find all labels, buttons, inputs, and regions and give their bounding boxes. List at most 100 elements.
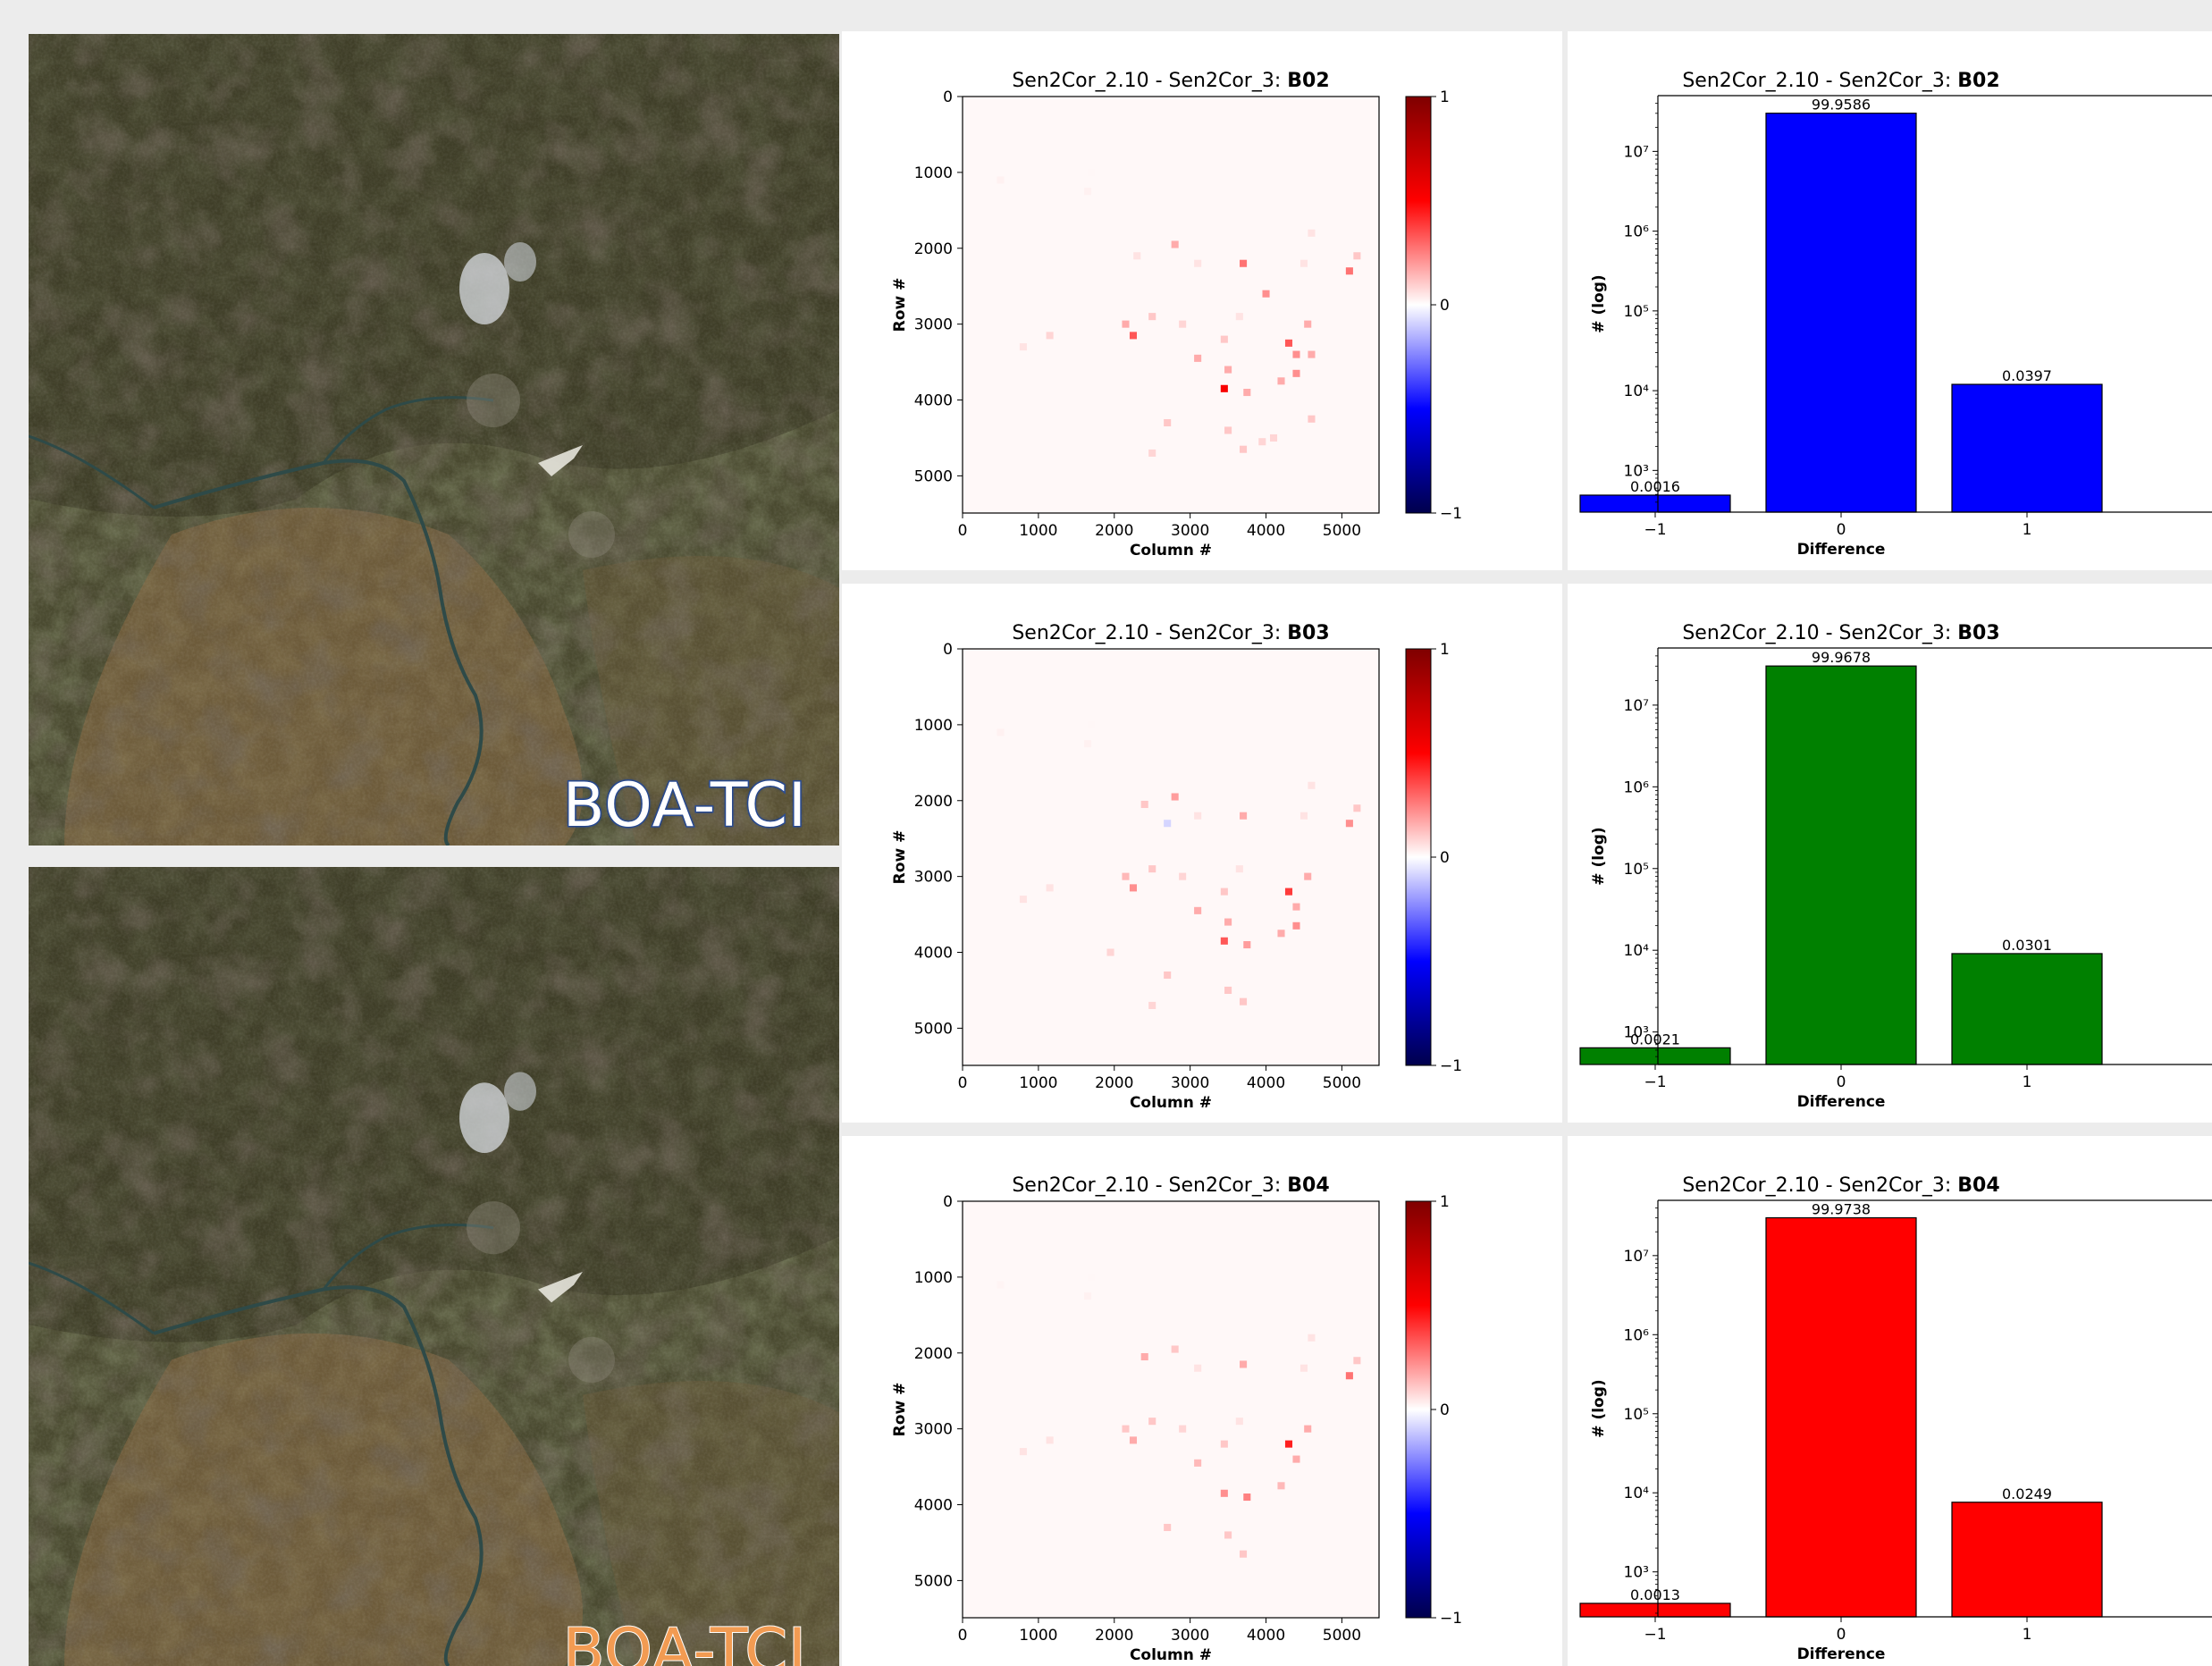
heatmap-cell xyxy=(1235,313,1243,321)
heatmap-cell xyxy=(1046,332,1054,340)
heatmap-cell xyxy=(1194,259,1202,267)
heatmap-cell xyxy=(997,176,1005,184)
heatmap-cell xyxy=(997,1281,1005,1289)
x-tick-label: −1 xyxy=(1644,521,1666,539)
y-tick-label: 3000 xyxy=(914,1421,953,1439)
heatmap-cell xyxy=(1240,445,1248,453)
y-tick-label: 10⁶ xyxy=(1624,223,1650,241)
heatmap-cell xyxy=(1240,1550,1248,1558)
x-tick-label: 1 xyxy=(2023,1073,2032,1091)
colorbar-max-label: 1 xyxy=(1440,88,1450,106)
heatmap-cell xyxy=(1262,290,1270,298)
heatmap-cell xyxy=(1308,415,1316,423)
y-tick-label: 2000 xyxy=(914,240,953,258)
heatmap-cell xyxy=(1243,1494,1251,1502)
y-axis-label: Row # xyxy=(891,278,909,332)
y-axis-label: # (log) xyxy=(1590,1379,1608,1437)
histogram-bar xyxy=(1951,1502,2103,1618)
difference-histogram-b02: 0.0016 99.9586 0.0397 −1 0 1 10³ 10⁴ 10⁵ 10⁶ 10⁷ Di… xyxy=(1579,70,2212,559)
y-axis-label: Row # xyxy=(891,1383,909,1437)
y-axis-label: # (log) xyxy=(1590,274,1608,332)
y-tick-label: 5000 xyxy=(914,1572,953,1590)
chart-title-prefix: Sen2Cor_2.10 - Sen2Cor_3: xyxy=(1012,1174,1287,1197)
x-tick-label: 4000 xyxy=(1247,522,1285,540)
x-axis-label: Difference xyxy=(1797,1093,1886,1111)
y-tick-label: 1000 xyxy=(914,1269,953,1287)
heatmap-cell xyxy=(1194,1364,1202,1372)
heatmap-cell xyxy=(1304,1425,1312,1433)
x-axis-label: Column # xyxy=(1130,1646,1212,1664)
heatmap-cell xyxy=(1148,1001,1156,1009)
heatmap-cell xyxy=(1277,377,1285,385)
x-axis-label: Column # xyxy=(1130,542,1212,560)
y-tick-label: 3000 xyxy=(914,316,953,334)
histogram-bar xyxy=(1765,1216,1917,1618)
heatmap-cell xyxy=(1088,720,1096,728)
heatmap-cell xyxy=(1224,366,1232,374)
satellite-image-bottom: BOA-TCI xyxy=(29,867,839,1666)
chart-title-prefix: Sen2Cor_2.10 - Sen2Cor_3: xyxy=(1012,622,1287,644)
colorbar xyxy=(1405,96,1432,514)
x-tick-label: 1000 xyxy=(1019,1074,1057,1092)
bar-value-label: 99.9738 xyxy=(1812,1200,1871,1217)
heatmap-cell xyxy=(1088,1273,1096,1281)
x-tick-label: 2000 xyxy=(1095,1074,1133,1092)
histogram-bar xyxy=(1579,494,1731,513)
heatmap-cell xyxy=(1292,1455,1300,1463)
heatmap-cell xyxy=(1019,1448,1027,1456)
x-tick-label: −1 xyxy=(1644,1626,1666,1644)
heatmap-cell xyxy=(1284,339,1293,347)
heatmap-cell xyxy=(1220,1489,1228,1497)
histogram-panel-b03: 0.0021 99.9678 0.0301 −1 0 1 10³ 10⁴ 10⁵ 10⁶ 10⁷ Di… xyxy=(1568,584,2212,1123)
heatmap-cell xyxy=(1046,884,1054,892)
heatmap-cell xyxy=(1345,1372,1353,1380)
x-tick-label: −1 xyxy=(1644,1073,1666,1091)
x-tick-label: 0 xyxy=(958,1074,968,1092)
chart-title: Sen2Cor_2.10 - Sen2Cor_3: B03 xyxy=(1012,622,1329,644)
chart-title-prefix: Sen2Cor_2.10 - Sen2Cor_3: xyxy=(1682,622,1957,644)
heatmap-cell xyxy=(1308,1334,1316,1342)
heatmap-cell xyxy=(1220,384,1228,392)
difference-histogram-b03: 0.0021 99.9678 0.0301 −1 0 1 10³ 10⁴ 10⁵ 10⁶ 10⁷ Di… xyxy=(1579,622,2212,1111)
heatmap-cell xyxy=(1235,865,1243,873)
heatmap-cell xyxy=(1240,812,1248,820)
heatmap-cell xyxy=(1292,903,1300,911)
heatmap-cell xyxy=(1171,793,1179,801)
x-tick-label: 3000 xyxy=(1171,1627,1209,1645)
heatmap-cell xyxy=(1179,872,1187,880)
y-tick-label: 0 xyxy=(943,88,953,106)
x-tick-label: 0 xyxy=(1837,1073,1846,1091)
heatmap-cell xyxy=(1243,941,1251,949)
heatmap-cell xyxy=(1292,921,1300,930)
heatmap-cell xyxy=(1148,865,1156,873)
heatmap-cell xyxy=(1308,229,1316,237)
colorbar-max-label: 1 xyxy=(1440,641,1450,659)
x-tick-label: 1000 xyxy=(1019,1627,1057,1645)
heatmap-plot-area xyxy=(963,1201,1379,1618)
y-tick-label: 10⁶ xyxy=(1624,778,1650,796)
heatmap-panel-b02: 0 1000 2000 3000 4000 5000 0 1000 2000 3000 4000 50… xyxy=(842,31,1562,570)
heatmap-cell xyxy=(1148,313,1156,321)
difference-heatmap-b02: 0 1000 2000 3000 4000 5000 0 1000 2000 3000 4000 50… xyxy=(891,70,1462,560)
x-tick-label: 2000 xyxy=(1095,522,1133,540)
chart-title-band: B03 xyxy=(1957,622,1999,644)
y-tick-label: 10⁵ xyxy=(1624,303,1649,321)
difference-heatmap-b04: 0 1000 2000 3000 4000 5000 0 1000 2000 3000 4000 50… xyxy=(891,1174,1462,1664)
chart-title-band: B02 xyxy=(1957,70,1999,92)
chart-title: Sen2Cor_2.10 - Sen2Cor_3: B02 xyxy=(1682,70,1999,92)
heatmap-cell xyxy=(1353,252,1361,260)
heatmap-cell xyxy=(1084,1292,1092,1300)
chart-title: Sen2Cor_2.10 - Sen2Cor_3: B04 xyxy=(1012,1174,1329,1197)
tci-label-bottom: BOA-TCI xyxy=(562,1616,807,1666)
heatmap-cell xyxy=(1164,820,1172,828)
y-axis-label: # (log) xyxy=(1590,827,1608,885)
plot-frame xyxy=(962,96,1380,514)
colorbar xyxy=(1405,648,1432,1066)
heatmap-cell xyxy=(1194,354,1202,362)
y-tick-label: 5000 xyxy=(914,1020,953,1038)
heatmap-cell xyxy=(1194,906,1202,914)
x-tick-label: 3000 xyxy=(1171,1074,1209,1092)
y-tick-label: 10⁴ xyxy=(1624,1485,1650,1502)
chart-title: Sen2Cor_2.10 - Sen2Cor_3: B03 xyxy=(1682,622,1999,644)
heatmap-cell xyxy=(1194,812,1202,820)
